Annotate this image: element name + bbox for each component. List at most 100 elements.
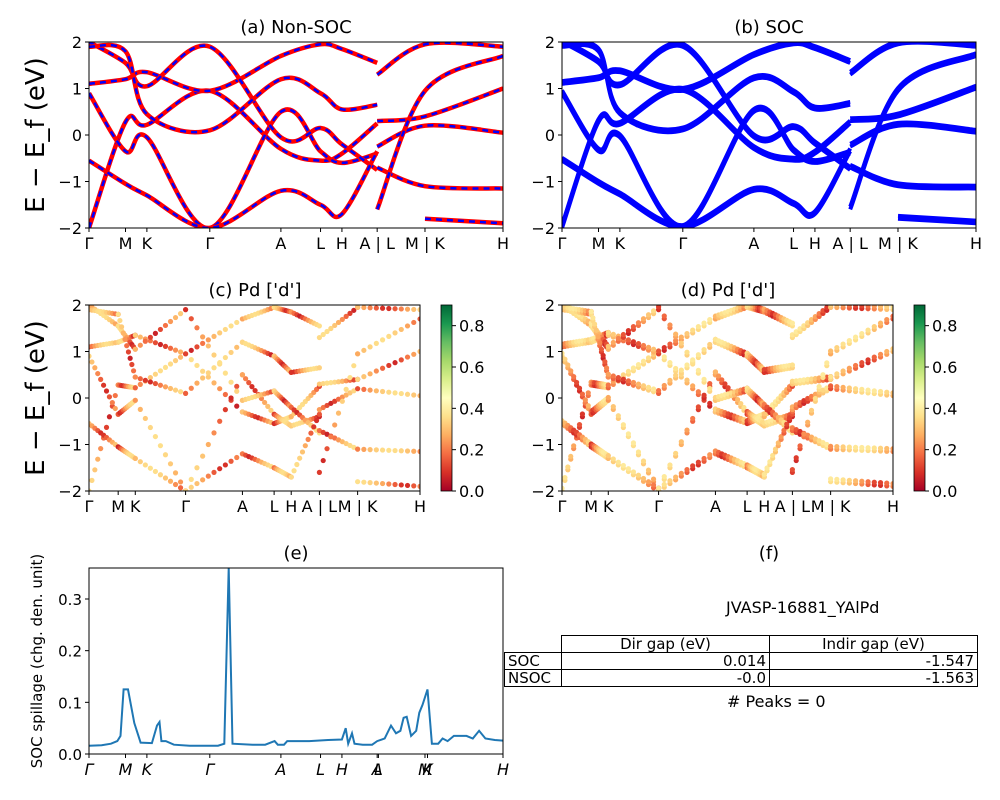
band-point	[137, 342, 143, 348]
band-point	[355, 305, 361, 310]
band-point	[188, 476, 194, 482]
y-tick-label: 2	[72, 33, 82, 52]
band-point	[100, 382, 107, 388]
band-point	[137, 381, 143, 387]
band-point	[343, 386, 349, 392]
x-tick-label: M | K	[338, 497, 378, 516]
band-point-split	[701, 455, 707, 462]
band-point-split	[797, 326, 803, 332]
y-tick-label: 2	[72, 296, 82, 315]
band-point	[386, 305, 392, 312]
band-point	[320, 331, 326, 338]
band-point-split	[597, 340, 603, 346]
band-point-split	[655, 348, 662, 354]
band-point-split	[834, 305, 840, 308]
band-point-split	[625, 431, 632, 437]
band-point-split	[786, 415, 793, 421]
band-point-split	[707, 380, 713, 387]
x-tick-label: Γ	[654, 497, 663, 516]
y-tick-label: 0	[72, 126, 82, 145]
band-point	[316, 469, 322, 475]
band-line	[562, 42, 851, 93]
band-point-split	[645, 479, 652, 485]
band-point	[217, 466, 223, 472]
x-tick-label: A | L	[302, 497, 338, 516]
band-point-split	[865, 445, 871, 451]
band-point	[200, 477, 206, 483]
band-point-split	[877, 351, 884, 357]
x-tick-label: M	[418, 760, 432, 779]
band-point-split	[678, 439, 684, 445]
band-point-split	[562, 485, 565, 491]
band-point	[162, 322, 169, 329]
band-point	[217, 386, 223, 392]
band-point	[234, 319, 240, 326]
band-point-split	[865, 305, 871, 309]
band-point	[335, 379, 342, 385]
x-tick-label: Γ	[205, 760, 215, 779]
band-point	[332, 379, 338, 385]
band-point	[120, 330, 126, 336]
band-point-split	[635, 449, 642, 455]
x-tick-label: Γ	[85, 234, 94, 253]
x-tick-label: H	[497, 234, 509, 253]
table-row-label: NSOC	[504, 669, 562, 687]
band-point-split	[812, 375, 818, 382]
band-point	[182, 390, 189, 396]
band-point-split	[808, 317, 815, 323]
band-point	[217, 360, 223, 366]
colorbar-tick-label: 0.2	[459, 441, 484, 460]
band-point-split	[828, 305, 834, 308]
x-tick-label: H	[497, 760, 509, 779]
band-point-split	[884, 389, 890, 395]
band-line-split	[562, 42, 851, 132]
x-tick-label: Γ	[85, 760, 95, 779]
band-line-dashed	[89, 42, 378, 93]
band-point	[200, 334, 206, 340]
band-point	[361, 386, 367, 392]
band-point-split	[568, 453, 574, 460]
band-point-split	[640, 342, 647, 349]
band-point	[222, 407, 228, 413]
panel-e-title: (e)	[283, 543, 308, 564]
band-point-split	[645, 355, 652, 361]
colorbar-tick-label: 0.0	[459, 482, 484, 501]
x-tick-label: A | L	[359, 234, 395, 253]
band-point	[324, 328, 330, 335]
band-point-split	[667, 360, 673, 366]
band-point	[162, 364, 169, 371]
band-point	[234, 344, 240, 350]
band-point	[118, 324, 125, 330]
band-point-split	[789, 332, 795, 338]
band-line-dashed	[376, 124, 503, 148]
band-point-split	[719, 377, 725, 383]
panel-f-title: (f)	[759, 543, 779, 564]
y-tick-label: −2	[58, 219, 82, 238]
band-point-split	[635, 381, 642, 387]
band-point-split	[712, 369, 719, 375]
band-point-split	[877, 480, 884, 486]
band-point-split	[684, 427, 690, 433]
band-point	[392, 390, 398, 396]
band-point	[228, 379, 234, 385]
band-point-split	[840, 305, 846, 308]
band-point	[125, 349, 132, 355]
band-point-split	[884, 480, 890, 486]
band-point-split	[852, 386, 859, 392]
band-point-split	[784, 421, 790, 427]
y-tick-label: 1	[72, 80, 82, 99]
band-point	[177, 485, 184, 491]
band-point	[343, 392, 349, 398]
band-point	[137, 459, 143, 465]
table-header-cell: Indir gap (eV)	[769, 635, 978, 653]
band-point	[239, 372, 246, 378]
band-point-split	[775, 440, 781, 446]
band-point	[351, 363, 357, 369]
band-point-split	[877, 445, 884, 451]
band-line	[897, 216, 976, 226]
band-point	[177, 349, 184, 355]
x-tick-label: H	[758, 497, 770, 516]
band-point	[355, 479, 361, 485]
